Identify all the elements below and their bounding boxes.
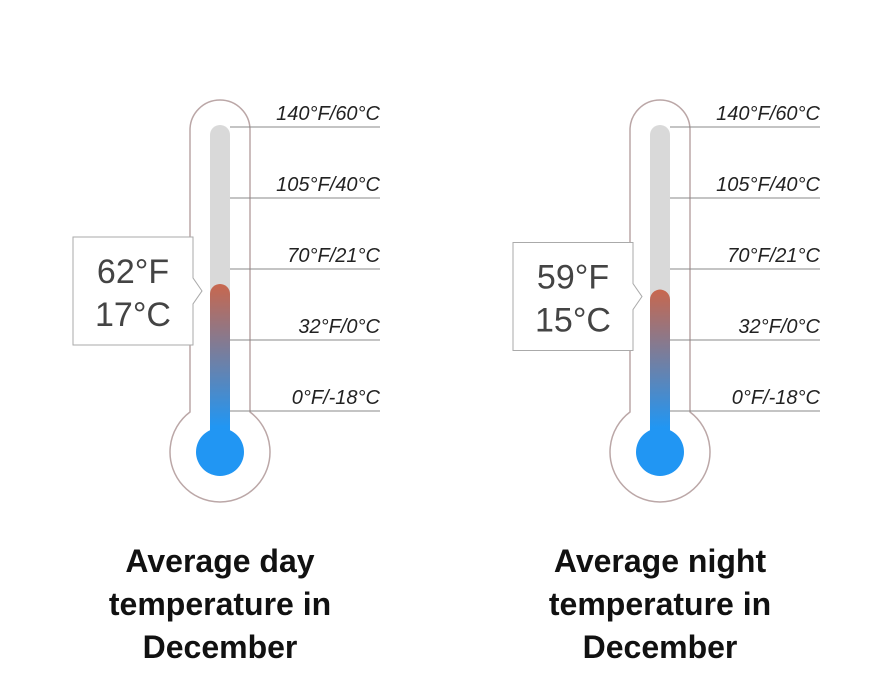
tick-label: 70°F/21°C [287,245,380,267]
celsius-label: 15°C [535,302,611,340]
bulb [196,428,244,476]
tick-label: 32°F/0°C [298,316,380,338]
tick-label: 140°F/60°C [716,103,820,125]
tick-label: 105°F/40°C [276,174,380,196]
tick-label: 32°F/0°C [738,316,820,338]
mercury [210,283,230,452]
tick-label: 70°F/21°C [727,245,820,267]
readout-box [72,236,203,346]
celsius-label: 17°C [95,296,171,334]
readout-box [512,242,643,352]
tick-label: 140°F/60°C [276,103,380,125]
tick-label: 0°F/-18°C [732,387,821,409]
tick-label: 105°F/40°C [716,174,820,196]
gauge-title: Average day temperature in December [108,543,332,665]
fahrenheit-label: 62°F [97,253,169,291]
bulb [636,428,684,476]
fahrenheit-label: 59°F [537,259,609,297]
tick-label: 0°F/-18°C [292,387,381,409]
gauge-title: Average night temperature in December [548,543,772,665]
mercury [650,289,670,452]
